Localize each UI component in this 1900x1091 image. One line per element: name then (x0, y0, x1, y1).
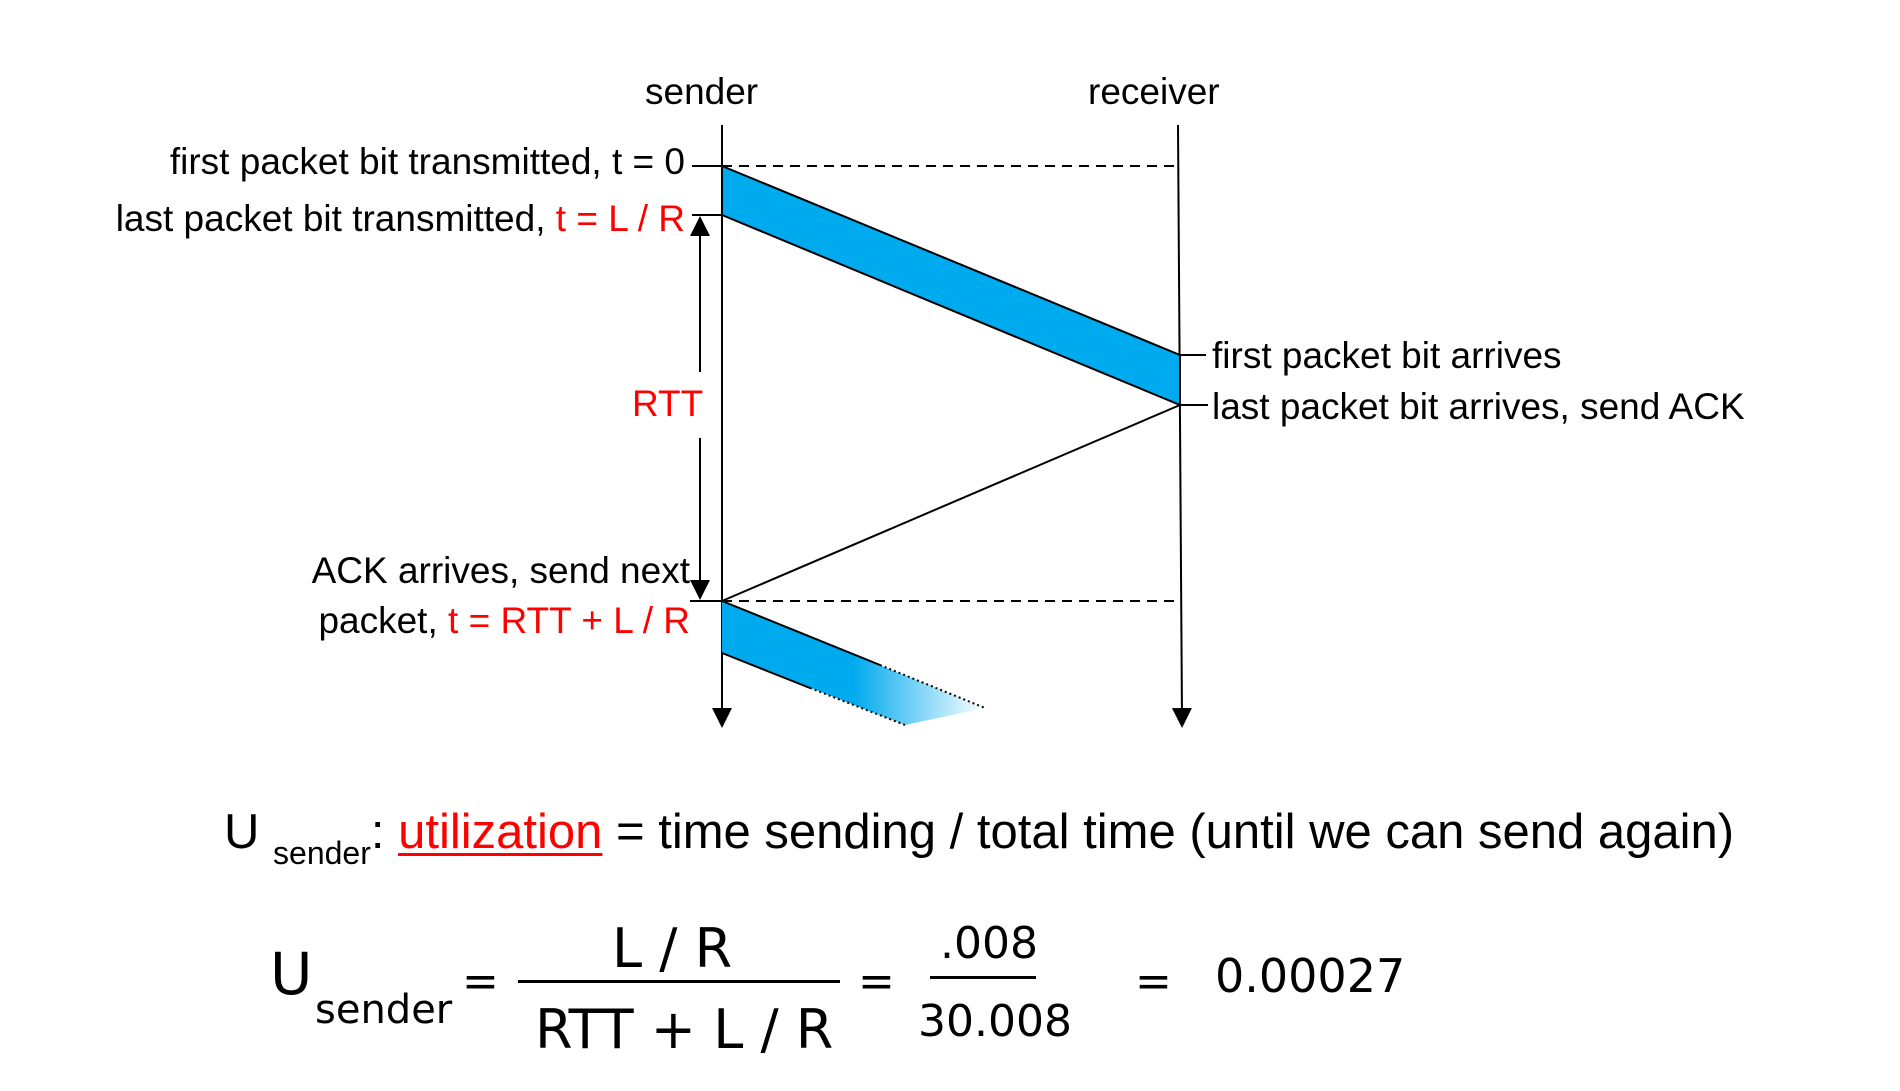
formula-eq1: = (462, 956, 499, 1007)
label-first-bit-transmitted: first packet bit transmitted, t = 0 (169, 141, 685, 182)
receiver-timeline (1171, 124, 1192, 728)
formula-fraction-bar (518, 980, 840, 983)
label-last-bit-prefix: last packet bit transmitted, (115, 198, 556, 239)
timing-diagram (690, 124, 1208, 728)
label-ack-arrives: ACK arrives, send next (311, 550, 690, 591)
label-next-packet: packet, t = RTT + L / R (318, 602, 690, 639)
formula-symbol: U (270, 940, 313, 1008)
label-next-packet-prefix: packet, (318, 600, 449, 641)
formula-num-value: .008 (940, 918, 1038, 969)
formula-result: 0.00027 (1215, 949, 1406, 1003)
label-last-bit-transmitted: last packet bit transmitted, t = L / R (116, 200, 685, 237)
packet-band (721, 164, 1181, 407)
next-packet-top-edge (721, 600, 881, 666)
next-packet-band (722, 601, 985, 725)
label-first-bit-arrives: first packet bit arrives (1212, 335, 1562, 376)
rtt-label: RTT (632, 383, 704, 424)
formula-eq2: = (858, 956, 895, 1007)
next-packet-bottom-fade (809, 687, 906, 726)
util-colon: : (370, 805, 385, 859)
label-last-bit-arrives: last packet bit arrives, send ACK (1212, 386, 1745, 427)
formula-eq3: = (1135, 956, 1172, 1007)
util-definition: = time sending / total time (until we ca… (602, 805, 1735, 859)
ack-line (721, 404, 1181, 602)
label-last-bit-time: t = L / R (555, 198, 685, 239)
formula-subscript: sender (315, 987, 453, 1033)
formula-value-bar (930, 976, 1036, 979)
util-subscript: sender (273, 835, 371, 871)
sender-header: sender (645, 71, 759, 112)
receiver-header: receiver (1088, 71, 1220, 112)
label-next-packet-time: t = RTT + L / R (448, 600, 690, 641)
utilization-definition: U sender: utilization = time sending / t… (224, 805, 1735, 871)
util-term: utilization (398, 805, 603, 859)
formula-numerator: L / R (612, 917, 733, 980)
formula-den-value: 30.008 (918, 996, 1072, 1047)
util-symbol: U (224, 805, 260, 859)
formula-denominator: RTT + L / R (535, 998, 834, 1061)
next-packet-top-fade (879, 664, 986, 709)
next-packet-bottom-edge (721, 652, 811, 689)
